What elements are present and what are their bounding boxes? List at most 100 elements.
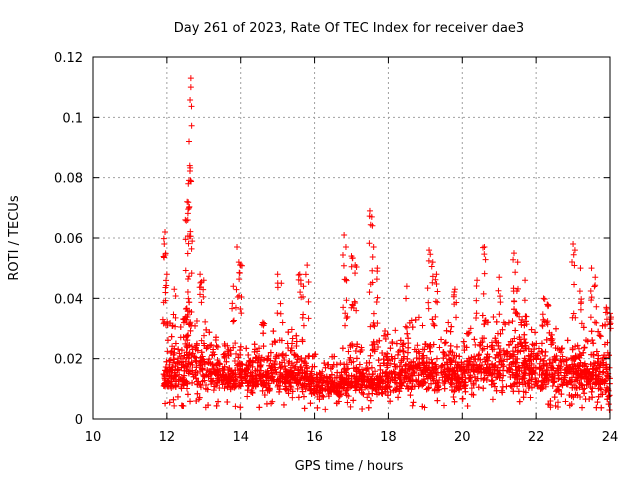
data-point	[288, 368, 295, 375]
data-point	[596, 364, 603, 371]
data-point	[370, 310, 377, 317]
data-point	[302, 360, 309, 367]
data-point	[470, 391, 477, 398]
data-point	[419, 346, 426, 353]
data-point	[376, 337, 383, 344]
data-point	[583, 363, 590, 370]
data-point	[356, 361, 363, 368]
data-point	[248, 388, 255, 395]
data-point	[555, 362, 562, 369]
data-point	[238, 310, 245, 317]
data-point	[373, 298, 380, 305]
data-point	[353, 384, 360, 391]
data-point	[461, 370, 468, 377]
data-point	[293, 342, 300, 349]
data-point	[352, 270, 359, 277]
data-point	[552, 325, 559, 332]
data-point	[512, 363, 519, 370]
data-point	[197, 291, 204, 298]
data-point	[368, 364, 375, 371]
data-point	[253, 355, 260, 362]
data-point	[563, 362, 570, 369]
data-point	[509, 318, 516, 325]
data-point	[186, 138, 193, 145]
data-point	[447, 342, 454, 349]
data-point	[236, 360, 243, 367]
data-point	[194, 390, 201, 397]
data-point	[587, 288, 594, 295]
data-point	[391, 361, 398, 368]
data-point	[316, 369, 323, 376]
data-point	[366, 371, 373, 378]
data-point	[548, 331, 555, 338]
data-point	[508, 383, 515, 390]
data-point	[459, 376, 466, 383]
data-point	[393, 340, 400, 347]
data-point	[297, 289, 304, 296]
data-point	[169, 322, 176, 329]
data-point	[456, 353, 463, 360]
data-point	[597, 333, 604, 340]
data-point	[477, 339, 484, 346]
plot-frame	[92, 56, 611, 420]
data-point	[392, 374, 399, 381]
data-point	[196, 394, 203, 401]
data-point	[569, 374, 576, 381]
data-point	[550, 379, 557, 386]
data-point	[551, 394, 558, 401]
data-point	[595, 355, 602, 362]
data-point	[318, 379, 325, 386]
data-point	[551, 378, 558, 385]
data-point	[591, 319, 598, 326]
data-point	[555, 372, 562, 379]
data-point	[440, 349, 447, 356]
data-point	[426, 247, 433, 254]
data-point	[579, 382, 586, 389]
data-point	[275, 382, 282, 389]
data-point	[287, 383, 294, 390]
data-point	[206, 329, 213, 336]
data-point	[477, 342, 484, 349]
data-point	[329, 363, 336, 370]
data-point	[532, 329, 539, 336]
data-point	[179, 377, 186, 384]
data-point	[341, 231, 348, 238]
data-point	[177, 324, 184, 331]
data-point	[484, 343, 491, 350]
data-point	[208, 378, 215, 385]
data-point	[429, 279, 436, 286]
data-point	[577, 359, 584, 366]
data-point	[164, 337, 171, 344]
data-point	[467, 325, 474, 332]
data-point	[578, 381, 585, 388]
data-point	[588, 265, 595, 272]
data-point	[393, 386, 400, 393]
data-point	[541, 379, 548, 386]
data-point	[503, 348, 510, 355]
data-point	[422, 341, 429, 348]
data-point	[184, 198, 191, 205]
data-point	[513, 309, 520, 316]
data-point	[264, 355, 271, 362]
data-point	[522, 277, 529, 284]
data-point	[588, 388, 595, 395]
data-point	[425, 384, 432, 391]
data-point	[482, 358, 489, 365]
data-point	[574, 374, 581, 381]
data-point	[178, 347, 185, 354]
data-point	[314, 404, 321, 411]
data-point	[312, 351, 319, 358]
data-point	[295, 276, 302, 283]
data-point	[453, 380, 460, 387]
data-point	[398, 359, 405, 366]
data-point	[602, 377, 609, 384]
data-point	[290, 369, 297, 376]
data-point	[343, 277, 350, 284]
data-point	[266, 386, 273, 393]
data-point	[171, 345, 178, 352]
data-point	[267, 349, 274, 356]
data-point	[249, 363, 256, 370]
data-point	[415, 314, 422, 321]
data-point	[159, 316, 166, 323]
data-point	[364, 365, 371, 372]
